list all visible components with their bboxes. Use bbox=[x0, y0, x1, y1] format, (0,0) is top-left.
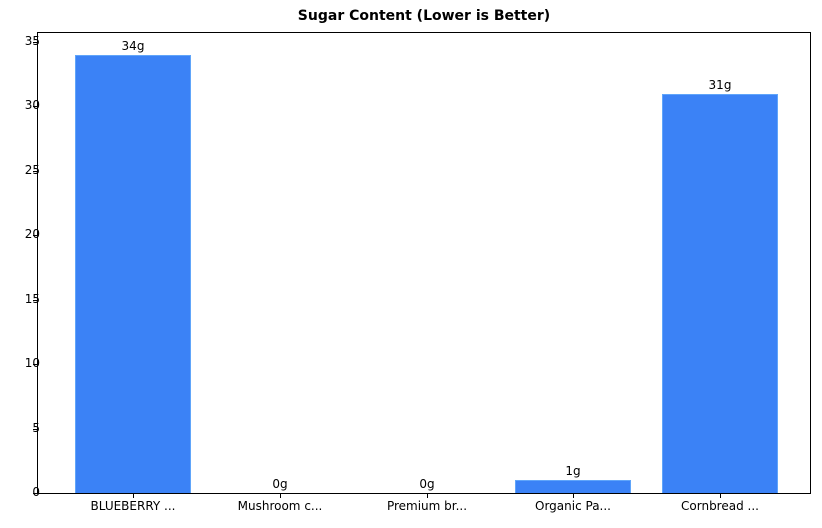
y-tick bbox=[33, 493, 37, 494]
bar-value-label: 31g bbox=[708, 77, 732, 92]
y-tick bbox=[33, 106, 37, 108]
bar-value-label: 0g bbox=[419, 477, 435, 491]
y-tick-label: 35 bbox=[24, 34, 40, 49]
x-tick bbox=[280, 494, 281, 498]
y-tick-label: 30 bbox=[24, 98, 40, 113]
y-tick bbox=[33, 364, 37, 366]
x-tick-label: BLUEBERRY ... bbox=[90, 499, 176, 513]
y-tick-label: 5 bbox=[32, 420, 40, 435]
bar bbox=[662, 93, 778, 493]
x-tick bbox=[573, 494, 574, 498]
bar bbox=[515, 480, 631, 493]
y-tick-label: 10 bbox=[24, 356, 40, 371]
x-tick bbox=[427, 494, 428, 498]
bar-value-label: 34g bbox=[121, 38, 145, 53]
y-tick-label: 25 bbox=[24, 162, 40, 177]
x-tick bbox=[720, 494, 721, 498]
y-tick-label: 15 bbox=[24, 291, 40, 306]
x-tick-label: Premium br... bbox=[386, 499, 468, 513]
x-tick-label: Cornbread ... bbox=[681, 499, 759, 513]
x-tick-label: Mushroom c... bbox=[237, 499, 323, 513]
bar-value-label: 0g bbox=[272, 477, 288, 491]
y-tick bbox=[33, 299, 37, 301]
plot-area: 34g 0g 0g 1g 31g bbox=[33, 32, 811, 498]
x-tick-label: Organic Pa... bbox=[535, 499, 611, 513]
bar bbox=[75, 54, 191, 493]
chart-title: Sugar Content (Lower is Better) bbox=[297, 8, 551, 24]
y-tick bbox=[33, 235, 37, 237]
y-tick bbox=[33, 428, 37, 430]
bar-value-label: 1g bbox=[565, 464, 581, 479]
y-tick-label: 20 bbox=[24, 227, 40, 242]
y-tick bbox=[33, 42, 37, 44]
x-tick bbox=[133, 494, 134, 498]
y-tick bbox=[33, 170, 37, 172]
y-tick-label: 0 bbox=[32, 485, 40, 499]
